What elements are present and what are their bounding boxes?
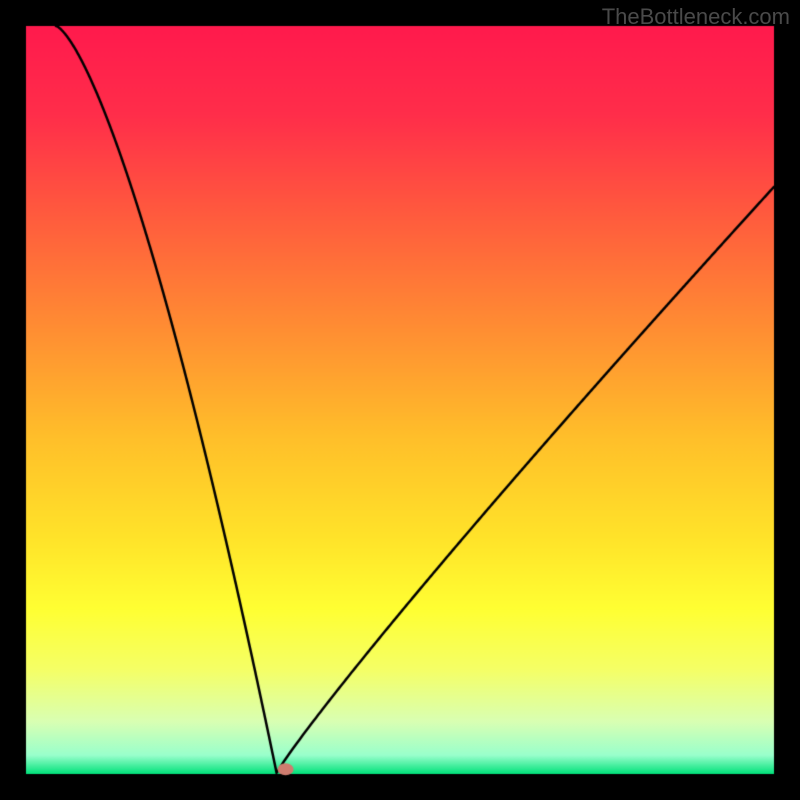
chart-stage: TheBottleneck.com [0,0,800,800]
bottleneck-chart-canvas [0,0,800,800]
